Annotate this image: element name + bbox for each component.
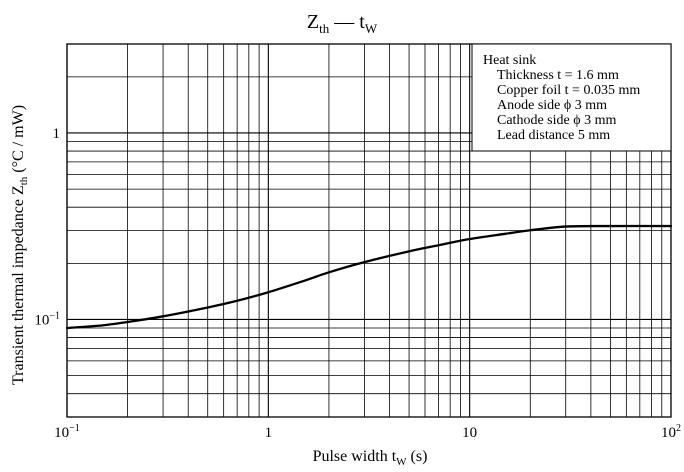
y-axis-label: Transient thermal impedance Zth (°C / mW… <box>10 105 30 385</box>
chart-title-sep: — <box>329 11 359 33</box>
plot-grid <box>66 43 671 418</box>
y-tick-label: 1 <box>53 126 61 142</box>
legend-line: Anode side ϕ 3 mm <box>497 98 607 113</box>
x-axis-label-main: Pulse width t <box>313 448 397 465</box>
chart-title-sub: th <box>319 21 330 36</box>
x-tick-labels: 10−1 1 10 102 <box>54 423 681 441</box>
x-tick-label: 102 <box>661 423 681 441</box>
plot-frame <box>66 43 672 418</box>
legend-line: Thickness t = 1.6 mm <box>497 68 619 83</box>
chart-title-right: t <box>359 11 365 33</box>
x-axis-label: Pulse width tW (s) <box>313 448 428 468</box>
chart-title-main: Z <box>307 11 319 33</box>
chart-title-right-sub: W <box>365 21 378 36</box>
legend-line: Heat sink <box>483 53 536 68</box>
x-tick-label: 1 <box>265 425 273 441</box>
y-tick-label: 10−1 <box>34 310 60 328</box>
legend: Heat sink Thickness t = 1.6 mm Copper fo… <box>471 43 672 152</box>
chart-title: Zth — tW <box>307 11 378 36</box>
x-axis-label-sub: W <box>396 456 407 468</box>
legend-line: Cathode side ϕ 3 mm <box>497 113 616 128</box>
legend-line: Copper foil t = 0.035 mm <box>497 83 640 98</box>
y-axis-label-main: Transient thermal impedance Z <box>10 185 27 385</box>
zth-curve <box>65 224 673 330</box>
legend-line: Lead distance 5 mm <box>497 128 610 143</box>
x-tick-label: 10 <box>462 425 477 441</box>
x-tick-label: 10−1 <box>54 423 80 441</box>
y-axis-label-unit: (°C / mW) <box>10 105 27 177</box>
x-axis-label-unit: (s) <box>407 448 428 465</box>
y-axis-label-sub: th <box>18 176 30 185</box>
y-tick-labels: 10−1 1 <box>34 126 60 329</box>
legend-box <box>471 43 672 152</box>
